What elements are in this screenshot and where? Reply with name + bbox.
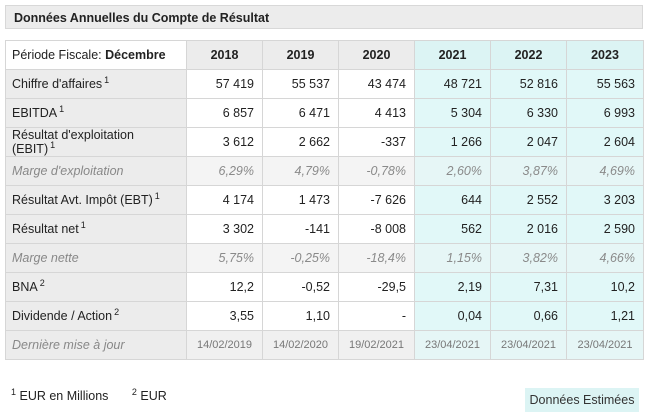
- table-cell-estimated: 4,66%: [566, 243, 644, 273]
- header-row: Période Fiscale: Décembre 2018 2019 2020…: [5, 40, 644, 70]
- table-row: Résultat d'exploitation (EBIT) 1 3 612 2 …: [5, 127, 644, 157]
- year-header-estimated: 2022: [490, 40, 567, 70]
- table-cell: -7 626: [338, 185, 415, 215]
- table-cell-estimated: 3 203: [566, 185, 644, 215]
- update-date: 14/02/2019: [186, 330, 263, 360]
- table-cell-estimated: 1,21: [566, 301, 644, 331]
- table-cell: 3 302: [186, 214, 263, 244]
- update-date-estimated: 23/04/2021: [490, 330, 567, 360]
- table-cell-estimated: 2 552: [490, 185, 567, 215]
- table-cell-estimated: 5 304: [414, 98, 491, 128]
- section-title-bar: Données Annuelles du Compte de Résultat: [5, 5, 643, 29]
- table-cell: 2 662: [262, 127, 339, 157]
- table-cell: 6 857: [186, 98, 263, 128]
- table-cell-estimated: 562: [414, 214, 491, 244]
- table-cell: 6 471: [262, 98, 339, 128]
- table-cell: 57 419: [186, 69, 263, 99]
- row-label: Marge d'exploitation: [5, 156, 187, 186]
- update-date-estimated: 23/04/2021: [566, 330, 644, 360]
- table-row: EBITDA 1 6 857 6 471 4 413 5 304 6 330 6 …: [5, 98, 644, 128]
- table-row: BNA 2 12,2 -0,52 -29,5 2,19 7,31 10,2: [5, 272, 644, 302]
- table-cell: 55 537: [262, 69, 339, 99]
- table-cell: 4,79%: [262, 156, 339, 186]
- row-label: EBITDA 1: [5, 98, 187, 128]
- table-cell-estimated: 2,60%: [414, 156, 491, 186]
- year-header-estimated: 2021: [414, 40, 491, 70]
- table-cell-estimated: 2 047: [490, 127, 567, 157]
- estimates-legend-badge: Données Estimées: [525, 388, 639, 412]
- table-cell: -141: [262, 214, 339, 244]
- table-cell: -: [338, 301, 415, 331]
- row-label: Chiffre d'affaires 1: [5, 69, 187, 99]
- table-cell: 6,29%: [186, 156, 263, 186]
- table-row: Résultat Avt. Impôt (EBT) 1 4 174 1 473 -…: [5, 185, 644, 215]
- year-header: 2020: [338, 40, 415, 70]
- footnote: 1 EUR en Millions: [11, 387, 109, 403]
- footnotes: 1 EUR en Millions 2 EUR: [9, 387, 185, 403]
- table-cell-estimated: 2 604: [566, 127, 644, 157]
- table-cell: -0,52: [262, 272, 339, 302]
- row-label: Résultat d'exploitation (EBIT) 1: [5, 127, 187, 157]
- table-cell-estimated: 644: [414, 185, 491, 215]
- section-title: Données Annuelles du Compte de Résultat: [14, 11, 270, 25]
- table-cell: 1,10: [262, 301, 339, 331]
- table-cell-estimated: 55 563: [566, 69, 644, 99]
- table-cell: 3 612: [186, 127, 263, 157]
- year-header-estimated: 2023: [566, 40, 644, 70]
- table-cell: 43 474: [338, 69, 415, 99]
- table-cell-estimated: 0,66: [490, 301, 567, 331]
- table-row: Résultat net 1 3 302 -141 -8 008 562 2 01…: [5, 214, 644, 244]
- table-cell: 4 413: [338, 98, 415, 128]
- table-cell-estimated: 6 330: [490, 98, 567, 128]
- table-row-ratio: Marge d'exploitation 6,29% 4,79% -0,78% …: [5, 156, 644, 186]
- table-cell-estimated: 0,04: [414, 301, 491, 331]
- table-cell: -0,25%: [262, 243, 339, 273]
- table-cell-estimated: 2,19: [414, 272, 491, 302]
- table-cell-estimated: 48 721: [414, 69, 491, 99]
- row-label: Résultat net 1: [5, 214, 187, 244]
- table-cell: -337: [338, 127, 415, 157]
- row-label: Dernière mise à jour: [5, 330, 187, 360]
- update-date-estimated: 23/04/2021: [414, 330, 491, 360]
- table-cell-estimated: 7,31: [490, 272, 567, 302]
- table-row: Chiffre d'affaires 1 57 419 55 537 43 474…: [5, 69, 644, 99]
- table-cell-estimated: 3,87%: [490, 156, 567, 186]
- row-label: Dividende / Action 2: [5, 301, 187, 331]
- year-header: 2018: [186, 40, 263, 70]
- table-row-ratio: Marge nette 5,75% -0,25% -18,4% 1,15% 3,…: [5, 243, 644, 273]
- table-cell-estimated: 10,2: [566, 272, 644, 302]
- table-cell-estimated: 2 016: [490, 214, 567, 244]
- fiscal-period-label: Période Fiscale: Décembre: [5, 40, 187, 70]
- table-cell: -18,4%: [338, 243, 415, 273]
- table-cell-estimated: 1,15%: [414, 243, 491, 273]
- table-cell: -29,5: [338, 272, 415, 302]
- table-cell: 5,75%: [186, 243, 263, 273]
- table-cell-estimated: 52 816: [490, 69, 567, 99]
- table-cell: 4 174: [186, 185, 263, 215]
- table-cell: -0,78%: [338, 156, 415, 186]
- table-cell-estimated: 2 590: [566, 214, 644, 244]
- table-cell: 1 473: [262, 185, 339, 215]
- row-label: Résultat Avt. Impôt (EBT) 1: [5, 185, 187, 215]
- year-header: 2019: [262, 40, 339, 70]
- row-label: Marge nette: [5, 243, 187, 273]
- update-date: 14/02/2020: [262, 330, 339, 360]
- table-cell: 12,2: [186, 272, 263, 302]
- table-cell-estimated: 3,82%: [490, 243, 567, 273]
- table-row: Dividende / Action 2 3,55 1,10 - 0,04 0,6…: [5, 301, 644, 331]
- table-cell: -8 008: [338, 214, 415, 244]
- table-cell-estimated: 6 993: [566, 98, 644, 128]
- last-update-row: Dernière mise à jour 14/02/2019 14/02/20…: [5, 330, 644, 360]
- footnote: 2 EUR: [131, 387, 167, 403]
- table-cell-estimated: 4,69%: [566, 156, 644, 186]
- row-label: BNA 2: [5, 272, 187, 302]
- table-cell: 3,55: [186, 301, 263, 331]
- income-statement-table: Période Fiscale: Décembre 2018 2019 2020…: [5, 40, 644, 360]
- table-cell-estimated: 1 266: [414, 127, 491, 157]
- update-date: 19/02/2021: [338, 330, 415, 360]
